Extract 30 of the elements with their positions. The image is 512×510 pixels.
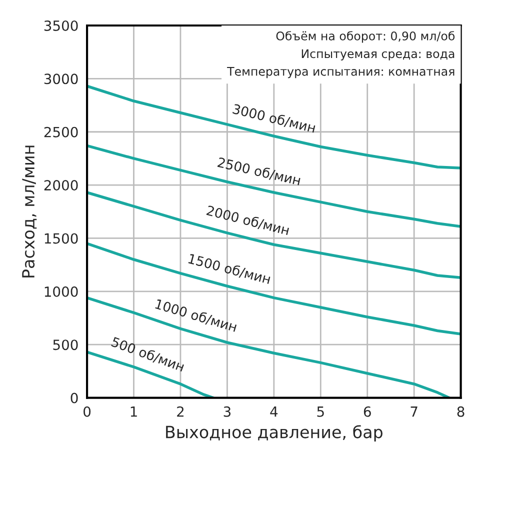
y-tick-label: 3500 — [44, 20, 78, 31]
x-tick-label: 5 — [317, 406, 324, 417]
y-tick-label: 1500 — [44, 233, 78, 244]
y-tick-label: 0 — [70, 392, 78, 404]
x-tick-label: 8 — [457, 406, 464, 417]
x-tick-label: 3 — [224, 406, 231, 417]
annotation: Температура испытания: комнатная — [227, 67, 454, 78]
x-axis-title: Выходное давление, бар — [166, 425, 382, 442]
text: 500 об/мин — [110, 336, 185, 373]
x-tick-label: 1 — [130, 406, 137, 417]
text: 2000 об/мин — [206, 204, 290, 236]
y-tick-label: 2000 — [44, 180, 78, 191]
y-tick-label: 500 — [53, 340, 78, 350]
line-series — [87, 242, 461, 336]
y-tick-label: 3000 — [44, 74, 78, 84]
y-axis-title: Расход, мл/мин — [22, 146, 37, 278]
annotation: Испытуемая среда: вода — [302, 49, 454, 60]
text: 1500 об/мин — [188, 253, 271, 286]
x-tick-label: 6 — [364, 406, 371, 417]
x-tick-label: 7 — [410, 406, 418, 417]
x-tick-label: 4 — [270, 406, 278, 417]
x-tick-label: 2 — [177, 406, 184, 417]
text: 2500 об/мин — [217, 156, 301, 186]
x-tick-label: 0 — [84, 406, 91, 417]
annotation: Объём на оборот: 0,90 мл/об — [276, 31, 455, 43]
y-tick-label: 2500 — [44, 126, 78, 138]
text: 3000 об/мин — [232, 103, 316, 134]
y-tick-label: 1000 — [44, 286, 78, 297]
line-series — [87, 296, 451, 398]
text: 1000 об/мин — [154, 298, 238, 333]
